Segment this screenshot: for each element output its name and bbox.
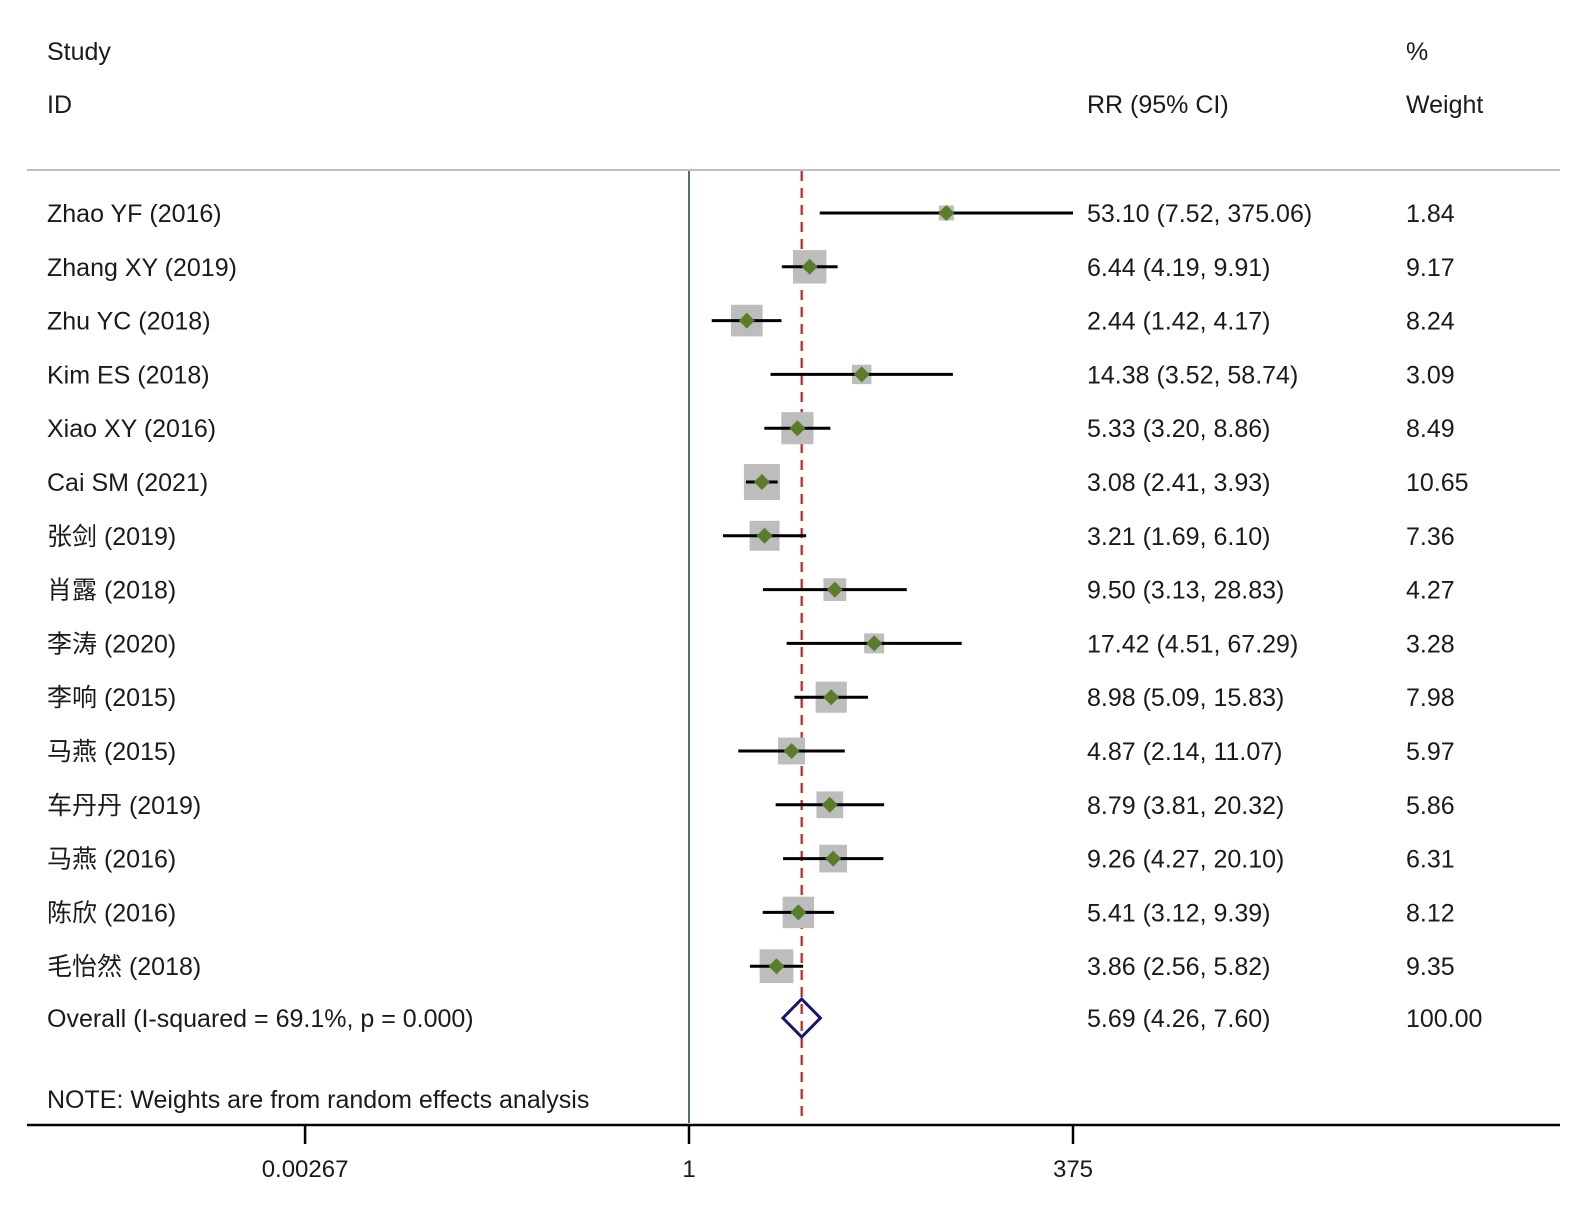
study-rows: Zhao YF (2016) 53.10 (7.52, 375.06) 1.84Zh… bbox=[47, 200, 1469, 984]
ci-text: 3.21 (1.69, 6.10) bbox=[1087, 523, 1270, 551]
study-row: 马燕 (2016) 9.26 (4.27, 20.10) 6.31 bbox=[47, 844, 1455, 874]
study-label: Zhu YC (2018) bbox=[47, 308, 211, 336]
point-estimate bbox=[756, 527, 773, 544]
study-label: 毛怡然 (2018) bbox=[47, 953, 201, 981]
point-estimate bbox=[853, 366, 870, 383]
study-row: 李涛 (2020) 17.42 (4.51, 67.29) 3.28 bbox=[47, 630, 1455, 658]
study-label: 车丹丹 (2019) bbox=[47, 792, 201, 820]
header-percent: % bbox=[1406, 38, 1428, 66]
header-study: Study bbox=[47, 38, 111, 66]
ci-text: 5.41 (3.12, 9.39) bbox=[1087, 899, 1270, 927]
weight-text: 1.84 bbox=[1406, 200, 1455, 228]
study-label: Cai SM (2021) bbox=[47, 469, 208, 497]
study-row: Zhu YC (2018) 2.44 (1.42, 4.17) 8.24 bbox=[47, 304, 1455, 337]
weight-text: 3.09 bbox=[1406, 361, 1455, 389]
point-estimate bbox=[938, 205, 955, 221]
ci-text: 5.33 (3.20, 8.86) bbox=[1087, 415, 1270, 443]
overall-label: Overall (I-squared = 69.1%, p = 0.000) bbox=[47, 1005, 474, 1033]
weight-text: 4.27 bbox=[1406, 577, 1455, 605]
study-row: 张剑 (2019) 3.21 (1.69, 6.10) 7.36 bbox=[47, 520, 1455, 551]
ci-text: 3.86 (2.56, 5.82) bbox=[1087, 953, 1270, 981]
study-label: Xiao XY (2016) bbox=[47, 415, 216, 443]
ci-text: 3.08 (2.41, 3.93) bbox=[1087, 469, 1270, 497]
x-tick-label: 375 bbox=[1053, 1156, 1093, 1183]
header-weight: Weight bbox=[1406, 91, 1483, 119]
note-text: NOTE: Weights are from random effects an… bbox=[47, 1086, 589, 1114]
x-tick-label: 0.00267 bbox=[262, 1156, 349, 1183]
study-row: 李响 (2015) 8.98 (5.09, 15.83) 7.98 bbox=[47, 681, 1455, 713]
study-row: 马燕 (2015) 4.87 (2.14, 11.07) 5.97 bbox=[47, 737, 1455, 766]
weight-text: 6.31 bbox=[1406, 846, 1455, 874]
point-estimate bbox=[801, 258, 818, 275]
study-row: Zhao YF (2016) 53.10 (7.52, 375.06) 1.84 bbox=[47, 200, 1455, 228]
point-estimate bbox=[823, 689, 840, 706]
ci-text: 8.98 (5.09, 15.83) bbox=[1087, 684, 1284, 712]
overall-diamond bbox=[780, 996, 823, 1040]
weight-text: 8.24 bbox=[1406, 308, 1455, 336]
point-estimate bbox=[738, 312, 755, 329]
point-estimate bbox=[789, 420, 806, 437]
ci-text: 9.50 (3.13, 28.83) bbox=[1087, 577, 1284, 605]
ci-text: 2.44 (1.42, 4.17) bbox=[1087, 308, 1270, 336]
point-estimate bbox=[821, 796, 838, 813]
study-label: Zhang XY (2019) bbox=[47, 254, 237, 282]
point-estimate bbox=[783, 743, 800, 759]
x-tick-label: 1 bbox=[682, 1156, 695, 1183]
study-label: 张剑 (2019) bbox=[47, 523, 176, 551]
point-estimate bbox=[753, 474, 770, 490]
ci-text: 6.44 (4.19, 9.91) bbox=[1087, 254, 1270, 282]
point-estimate bbox=[866, 635, 883, 652]
study-label: Zhao YF (2016) bbox=[47, 200, 222, 228]
point-estimate bbox=[768, 958, 785, 975]
ci-text: 17.42 (4.51, 67.29) bbox=[1087, 630, 1298, 658]
ci-text: 53.10 (7.52, 375.06) bbox=[1087, 200, 1312, 228]
weight-text: 10.65 bbox=[1406, 469, 1469, 497]
ci-text: 4.87 (2.14, 11.07) bbox=[1087, 738, 1283, 766]
study-row: Xiao XY (2016) 5.33 (3.20, 8.86) 8.49 bbox=[47, 412, 1455, 445]
weight-text: 9.35 bbox=[1406, 953, 1455, 981]
study-label: 李涛 (2020) bbox=[47, 630, 176, 658]
study-label: Kim ES (2018) bbox=[47, 361, 210, 389]
weight-text: 8.12 bbox=[1406, 899, 1455, 927]
study-row: 肖露 (2018) 9.50 (3.13, 28.83) 4.27 bbox=[47, 577, 1455, 605]
overall-ci-text: 5.69 (4.26, 7.60) bbox=[1087, 1005, 1270, 1033]
study-row: 毛怡然 (2018) 3.86 (2.56, 5.82) 9.35 bbox=[47, 949, 1455, 984]
weight-text: 7.98 bbox=[1406, 684, 1455, 712]
study-label: 陈欣 (2016) bbox=[47, 899, 176, 927]
study-row: Zhang XY (2019) 6.44 (4.19, 9.91) 9.17 bbox=[47, 250, 1455, 284]
study-row: 车丹丹 (2019) 8.79 (3.81, 20.32) 5.86 bbox=[47, 791, 1455, 820]
study-label: 马燕 (2016) bbox=[47, 846, 176, 874]
point-estimate bbox=[825, 850, 842, 867]
header-id: ID bbox=[47, 91, 72, 119]
weight-text: 5.86 bbox=[1406, 792, 1455, 820]
weight-text: 5.97 bbox=[1406, 738, 1455, 766]
ci-text: 8.79 (3.81, 20.32) bbox=[1087, 792, 1284, 820]
weight-text: 9.17 bbox=[1406, 254, 1455, 282]
ci-text: 14.38 (3.52, 58.74) bbox=[1087, 361, 1298, 389]
study-row: Cai SM (2021) 3.08 (2.41, 3.93) 10.65 bbox=[47, 464, 1469, 500]
weight-text: 8.49 bbox=[1406, 415, 1455, 443]
study-label: 肖露 (2018) bbox=[47, 577, 176, 605]
point-estimate bbox=[790, 904, 807, 921]
ci-text: 9.26 (4.27, 20.10) bbox=[1087, 846, 1284, 874]
x-axis-ticks: 0.00267 1 375 bbox=[262, 1125, 1093, 1183]
study-row: 陈欣 (2016) 5.41 (3.12, 9.39) 8.12 bbox=[47, 896, 1455, 929]
study-label: 李响 (2015) bbox=[47, 684, 176, 712]
point-estimate bbox=[826, 581, 843, 598]
weight-text: 7.36 bbox=[1406, 523, 1455, 551]
overall-weight-text: 100.00 bbox=[1406, 1005, 1482, 1033]
weight-text: 3.28 bbox=[1406, 630, 1455, 658]
study-row: Kim ES (2018) 14.38 (3.52, 58.74) 3.09 bbox=[47, 361, 1455, 389]
study-label: 马燕 (2015) bbox=[47, 738, 176, 766]
header-rr: RR (95% CI) bbox=[1087, 91, 1229, 119]
